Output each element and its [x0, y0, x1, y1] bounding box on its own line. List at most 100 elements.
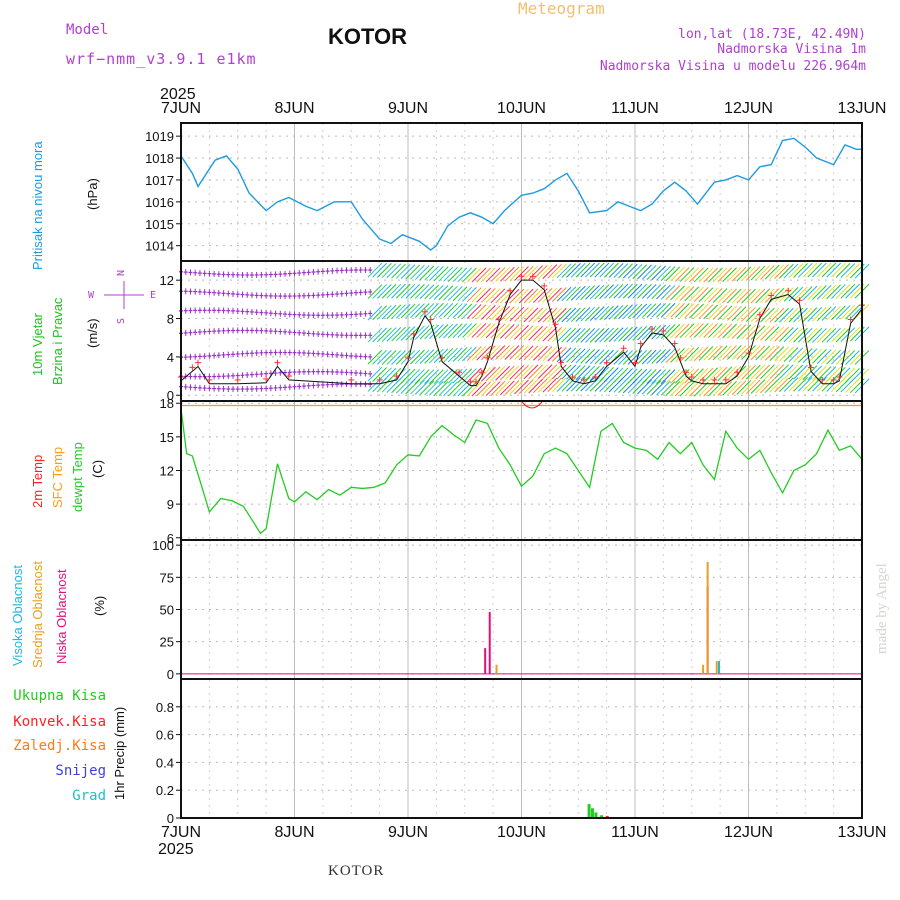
- wind-barb: [693, 303, 709, 319]
- wind-barb: [566, 376, 581, 392]
- pressure-label: Pritisak na nivou mora: [30, 141, 45, 270]
- wind-barb: [509, 306, 525, 322]
- wind-barb: [386, 283, 402, 299]
- cloud-high-label: Visoka Oblacnost: [10, 565, 25, 666]
- wind-barb: [712, 267, 728, 283]
- wind-barb: [717, 288, 733, 304]
- wind-barb: [580, 365, 596, 381]
- wind-barb: [618, 326, 633, 342]
- wind-barb: [447, 368, 463, 384]
- wind-barb: [504, 365, 520, 381]
- wind-barb: [760, 364, 775, 380]
- wind-barb: [514, 324, 529, 340]
- y-tick-label: 18: [160, 396, 174, 411]
- wind-barb: [528, 364, 544, 380]
- wind-barb: [485, 366, 501, 382]
- compass-s: S: [116, 318, 127, 324]
- wind-barb: [722, 366, 737, 381]
- wind-barb: [741, 379, 756, 395]
- wind-barb: [608, 304, 624, 320]
- wind-barb: [684, 286, 700, 302]
- footer-station: KOTOR: [328, 863, 384, 879]
- wind-barb: [485, 267, 501, 283]
- temp-unit: (C): [90, 460, 105, 478]
- wind-barb: [750, 345, 766, 361]
- wind-barb: [840, 283, 856, 299]
- time-tick-label: 12JUN: [724, 100, 773, 117]
- wind-barb: [703, 345, 719, 361]
- wind-barb: [736, 324, 752, 340]
- wind-barb: [523, 288, 539, 304]
- wind-barb: [381, 283, 397, 299]
- wind-barb: [414, 265, 430, 280]
- wind-barb: [585, 376, 600, 392]
- wind-barb: [551, 287, 567, 302]
- wind-barb: [414, 325, 430, 340]
- wind-barb: [802, 365, 818, 380]
- wind-barb: [708, 323, 723, 338]
- wind-barb: [551, 377, 567, 392]
- wind-barb: [745, 379, 761, 395]
- wind-barb: [831, 305, 846, 321]
- wind-barb: [395, 368, 411, 384]
- wind-barb: [377, 327, 392, 343]
- wind-barb: [514, 307, 529, 322]
- wind-barb: [438, 266, 454, 282]
- wind-barb: [381, 350, 397, 365]
- wind-barb: [551, 263, 567, 279]
- wind-barb: [466, 367, 482, 383]
- wind-barb: [429, 324, 444, 339]
- wind-barb: [405, 325, 421, 341]
- wind-barb: [443, 303, 458, 318]
- wind-barb: [613, 350, 629, 365]
- wind-barb: [570, 348, 586, 364]
- wind-barb: [651, 284, 666, 300]
- wind-barb: [481, 381, 496, 397]
- wind-barb: [599, 327, 614, 343]
- wind-barb: [764, 364, 780, 380]
- wind-barb: [457, 346, 473, 362]
- wind-barb: [821, 262, 837, 278]
- wind-barb: [689, 267, 704, 283]
- time-tick-label: 11JUN: [611, 100, 659, 117]
- wind-barb: [547, 346, 562, 362]
- wind-barb: [462, 267, 477, 283]
- wind-barb: [717, 305, 733, 321]
- wind-barb: [414, 284, 430, 299]
- wind-barb: [816, 328, 832, 343]
- wind-barb: [726, 380, 742, 396]
- wind-barb: [556, 347, 572, 363]
- wind-barb: [845, 263, 860, 279]
- wind-barb: [429, 380, 444, 396]
- wind-barb: [788, 377, 804, 392]
- wind-barb: [736, 306, 752, 322]
- wind-barb: [736, 380, 752, 395]
- y-tick-label: 12: [160, 464, 174, 479]
- wind-barb: [476, 345, 492, 361]
- wind-barb: [646, 303, 662, 318]
- wind-barb: [689, 323, 704, 338]
- wind-barb: [377, 283, 392, 299]
- wind-barb: [717, 366, 733, 382]
- wind-barb: [745, 288, 761, 304]
- year-top: 2025: [160, 86, 196, 103]
- wind-barb: [523, 307, 539, 323]
- wind-barb: [807, 307, 823, 322]
- wind-barb: [679, 303, 695, 318]
- wind-barb: [641, 325, 657, 341]
- wind-barb: [490, 305, 506, 321]
- wind-barb: [788, 286, 804, 302]
- compass-w: W: [88, 290, 95, 301]
- wind-barb: [514, 288, 529, 304]
- precip-legend-snow: Snijeg: [55, 763, 106, 779]
- wind-barb: [447, 347, 463, 363]
- wind-barb: [495, 267, 510, 282]
- wind-barb: [651, 265, 666, 281]
- wind-barb: [561, 347, 577, 363]
- wind-barb: [793, 263, 808, 278]
- wind-barb: [745, 325, 761, 340]
- wind-barb: [438, 302, 454, 318]
- wind-barb: [684, 381, 700, 397]
- wind-barb: [542, 287, 558, 303]
- wind-barb: [793, 286, 808, 302]
